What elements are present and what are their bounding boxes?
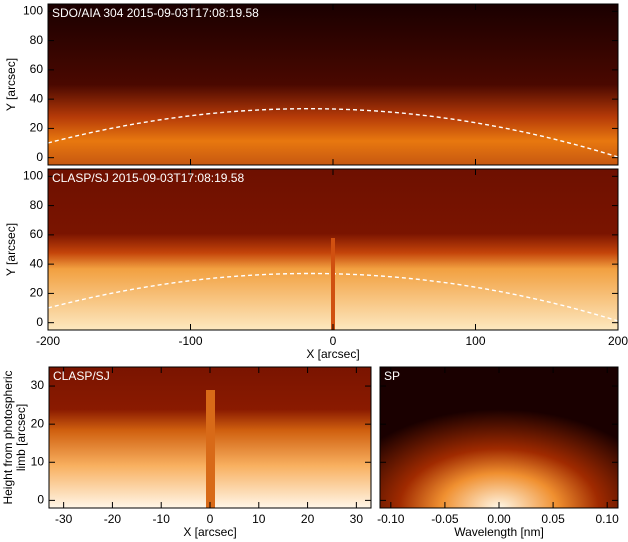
x-tick-label: 0.00 — [487, 512, 511, 526]
x-tick-label: 0 — [330, 334, 337, 348]
x-tick-label: -20 — [104, 512, 122, 526]
x-tick-label: 0 — [207, 512, 214, 526]
y-tick-label: 20 — [30, 286, 44, 300]
y-tick-label: 0 — [37, 493, 44, 507]
y-tick-label: 0 — [36, 150, 43, 164]
y-axis-label: Height from photospheric — [1, 370, 15, 504]
x-tick-label: 10 — [252, 512, 266, 526]
y-axis-label: Y [arcsec] — [4, 223, 18, 276]
x-axis-label: X [arcsec] — [183, 525, 236, 539]
x-axis-label: X [arcsec] — [306, 347, 359, 361]
y-axis-label: limb [arcsec] — [14, 404, 28, 471]
x-tick-label: 0.10 — [596, 512, 620, 526]
y-tick-label: 100 — [23, 168, 43, 182]
y-tick-label: 10 — [31, 454, 45, 468]
slit — [206, 390, 215, 508]
panel-title: SP — [384, 369, 400, 383]
aia-image — [48, 4, 618, 165]
panel-title: CLASP/SJ 2015-09-03T17:08:19.58 — [52, 171, 244, 185]
x-tick-label: -10 — [153, 512, 171, 526]
y-tick-label: 60 — [30, 227, 44, 241]
x-tick-label: -0.10 — [377, 512, 405, 526]
y-tick-label: 100 — [23, 3, 43, 17]
y-axis-label: Y [arcsec] — [4, 58, 18, 111]
y-tick-label: 80 — [30, 198, 44, 212]
y-tick-label: 40 — [30, 91, 44, 105]
x-tick-label: -30 — [55, 512, 73, 526]
panel-title: SDO/AIA 304 2015-09-03T17:08:19.58 — [52, 6, 259, 20]
x-tick-label: 0.05 — [541, 512, 565, 526]
x-tick-label: -100 — [178, 334, 202, 348]
x-tick-label: 200 — [608, 334, 628, 348]
sp-image — [380, 367, 618, 508]
x-tick-label: 100 — [465, 334, 485, 348]
y-tick-label: 0 — [36, 315, 43, 329]
y-tick-label: 60 — [30, 62, 44, 76]
x-axis-label: Wavelength [nm] — [454, 525, 544, 539]
limb-line — [47, 108, 619, 158]
y-tick-label: 40 — [30, 256, 44, 270]
y-tick-label: 20 — [30, 121, 44, 135]
y-tick-label: 20 — [31, 416, 45, 430]
slit — [331, 238, 335, 330]
y-tick-label: 30 — [31, 378, 45, 392]
x-tick-label: -200 — [36, 334, 60, 348]
y-tick-label: 80 — [30, 33, 44, 47]
panel-title: CLASP/SJ — [53, 369, 110, 383]
x-tick-label: 30 — [350, 512, 364, 526]
x-tick-label: 20 — [301, 512, 315, 526]
x-tick-label: -0.05 — [431, 512, 459, 526]
